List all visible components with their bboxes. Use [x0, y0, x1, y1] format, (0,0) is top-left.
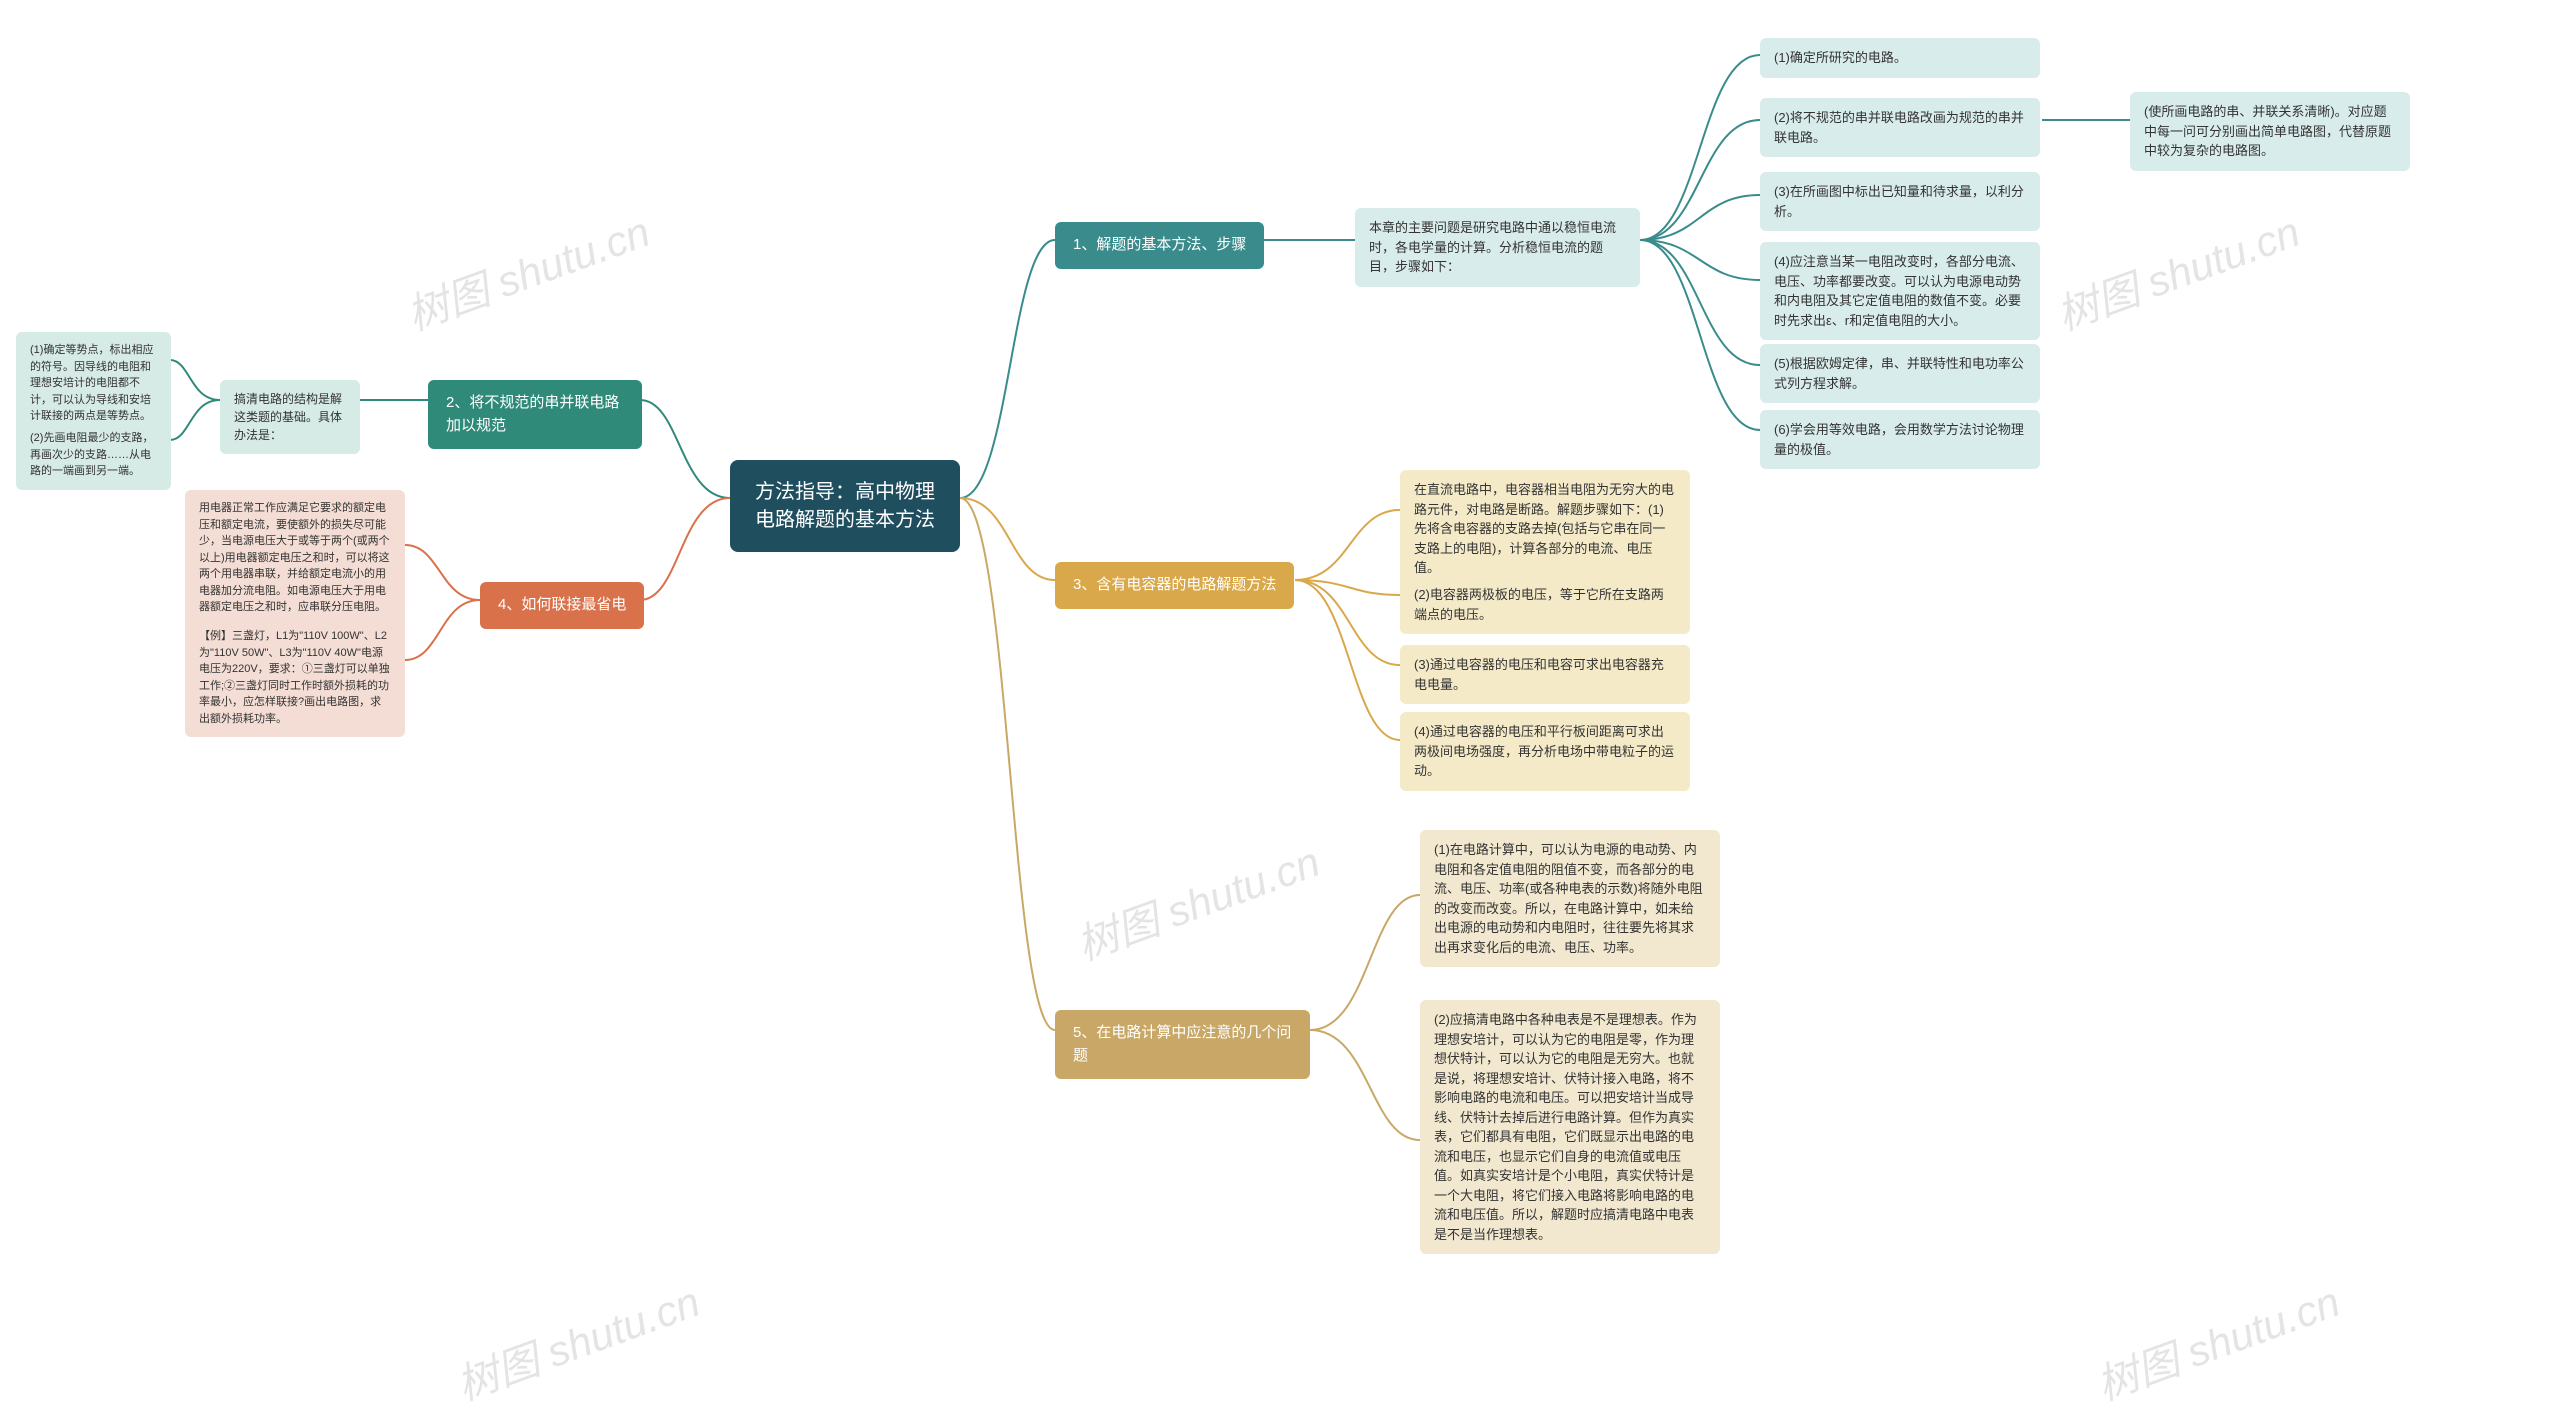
- branch-1-leaf-2: (2)将不规范的串并联电路改画为规范的串并联电路。: [1760, 98, 2040, 157]
- watermark: 树图 shutu.cn: [1067, 828, 1327, 972]
- branch-3-leaf-4: (4)通过电容器的电压和平行板间距离可求出两极间电场强度，再分析电场中带电粒子的…: [1400, 712, 1690, 791]
- branch-1-leaf-6: (6)学会用等效电路，会用数学方法讨论物理量的极值。: [1760, 410, 2040, 469]
- watermark: 树图 shutu.cn: [2047, 198, 2307, 342]
- branch-3: 3、含有电容器的电路解题方法: [1055, 562, 1294, 609]
- watermark: 树图 shutu.cn: [447, 1268, 707, 1412]
- branch-5: 5、在电路计算中应注意的几个问题: [1055, 1010, 1310, 1079]
- watermark: 树图 shutu.cn: [2087, 1268, 2347, 1412]
- branch-2-leaf-2: (2)先画电阻最少的支路，再画次少的支路……从电路的一端画到另一端。: [16, 420, 171, 490]
- center-node: 方法指导：高中物理电路解题的基本方法: [730, 460, 960, 552]
- branch-5-leaf-2: (2)应搞清电路中各种电表是不是理想表。作为理想安培计，可以认为它的电阻是零，作…: [1420, 1000, 1720, 1254]
- branch-4-leaf-1: 用电器正常工作应满足它要求的额定电压和额定电流，要使额外的损失尽可能少，当电源电…: [185, 490, 405, 626]
- branch-1-leaf-1: (1)确定所研究的电路。: [1760, 38, 2040, 78]
- branch-4-leaf-2: 【例】三盏灯，L1为"110V 100W"、L2为"110V 50W"、L3为"…: [185, 618, 405, 737]
- watermark: 树图 shutu.cn: [397, 198, 657, 342]
- branch-3-leaf-3: (3)通过电容器的电压和电容可求出电容器充电电量。: [1400, 645, 1690, 704]
- branch-2: 2、将不规范的串并联电路加以规范: [428, 380, 642, 449]
- branch-4: 4、如何联接最省电: [480, 582, 644, 629]
- branch-1-sub: 本章的主要问题是研究电路中通以稳恒电流时，各电学量的计算。分析稳恒电流的题目，步…: [1355, 208, 1640, 287]
- branch-3-leaf-2: (2)电容器两极板的电压，等于它所在支路两端点的电压。: [1400, 575, 1690, 634]
- branch-5-leaf-1: (1)在电路计算中，可以认为电源的电动势、内电阻和各定值电阻的阻值不变，而各部分…: [1420, 830, 1720, 967]
- branch-2-sub: 搞清电路的结构是解这类题的基础。具体办法是：: [220, 380, 360, 454]
- branch-1: 1、解题的基本方法、步骤: [1055, 222, 1264, 269]
- branch-1-leaf-5: (5)根据欧姆定律，串、并联特性和电功率公式列方程求解。: [1760, 344, 2040, 403]
- branch-1-leaf-3: (3)在所画图中标出已知量和待求量，以利分析。: [1760, 172, 2040, 231]
- branch-1-note: (使所画电路的串、并联关系清晰)。对应题中每一问可分别画出简单电路图，代替原题中…: [2130, 92, 2410, 171]
- branch-3-leaf-1: 在直流电路中，电容器相当电阻为无穷大的电路元件，对电路是断路。解题步骤如下：(1…: [1400, 470, 1690, 588]
- branch-1-leaf-4: (4)应注意当某一电阻改变时，各部分电流、电压、功率都要改变。可以认为电源电动势…: [1760, 242, 2040, 340]
